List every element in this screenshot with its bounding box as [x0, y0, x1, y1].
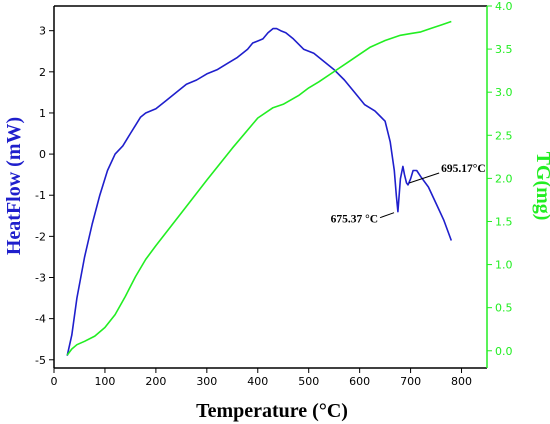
x-tick-label-700: 700	[400, 375, 421, 388]
right-y-tick-label-3.0: 3.0	[495, 86, 513, 99]
left-y-tick-label-0: 0	[39, 148, 46, 161]
axes: 0 100 200 300 400 500 600 700 800 -5 -4 -3 -2 -1 0 1 2 3 0…	[35, 0, 512, 388]
annotation-675-label: 675.37 °C	[331, 214, 378, 226]
right-y-tick-label-3.5: 3.5	[495, 43, 513, 56]
annotation-695-leader	[408, 172, 440, 184]
left-y-tick-label--2: -2	[35, 230, 46, 243]
x-tick-label-300: 300	[196, 375, 217, 388]
series-layer	[66, 20, 453, 356]
right-y-tick-label-4.0: 4.0	[495, 0, 513, 13]
left-y-tick-label--4: -4	[35, 313, 46, 326]
left-y-axis-title: HeatFlow (mW)	[3, 117, 25, 255]
right-y-tick-label-2.5: 2.5	[495, 129, 513, 142]
x-tick-label-500: 500	[298, 375, 319, 388]
left-y-tick-label-3: 3	[39, 25, 46, 38]
right-y-tick-label-2.0: 2.0	[495, 172, 513, 185]
left-y-tick-label--1: -1	[35, 189, 46, 202]
x-axis-title: Temperature (°C)	[196, 400, 348, 422]
left-y-tick-label-2: 2	[39, 66, 46, 79]
right-y-tick-label-0.5: 0.5	[495, 302, 513, 315]
x-tick-label-800: 800	[451, 375, 472, 388]
x-tick-label-600: 600	[349, 375, 370, 388]
annotation-695-label: 695.17°C	[441, 163, 486, 175]
annotation-695: 695.17°C	[408, 163, 486, 184]
heatflow-series-line	[66, 27, 453, 356]
x-tick-label-200: 200	[145, 375, 166, 388]
left-y-tick-label-1: 1	[39, 107, 46, 120]
right-y-tick-label-0.0: 0.0	[495, 345, 513, 358]
right-y-axis-title: TG(mg)	[532, 152, 550, 221]
annotation-675: 675.37 °C	[331, 212, 395, 226]
x-tick-label-100: 100	[94, 375, 115, 388]
x-tick-label-400: 400	[247, 375, 268, 388]
annotation-675-leader	[379, 212, 395, 219]
left-y-tick-label--5: -5	[35, 354, 46, 367]
right-y-tick-label-1.0: 1.0	[495, 259, 513, 272]
tg-series-line	[66, 20, 452, 356]
right-y-tick-label-1.5: 1.5	[495, 215, 513, 228]
left-y-tick-label--3: -3	[35, 272, 46, 285]
x-tick-label-0: 0	[51, 375, 58, 388]
